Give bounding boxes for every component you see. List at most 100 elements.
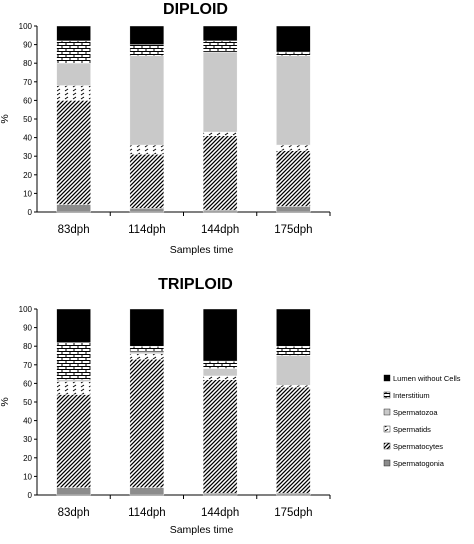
y-tick-label: 70 <box>23 361 32 370</box>
y-tick-label: 20 <box>23 171 32 180</box>
bar-segment-lumen-without-cells <box>276 308 311 347</box>
y-tick-label: 30 <box>23 152 32 161</box>
bar-segment-spermatids <box>56 381 91 395</box>
y-tick-label: 20 <box>23 454 32 463</box>
bar-segment-spermatids <box>202 131 238 136</box>
y-tick-label: 80 <box>23 342 32 351</box>
chart-diploid: DIPLOID 0 10 20 30 40 50 60 70 80 90 100% 83dph 114dp… <box>0 1 331 256</box>
bar-segment-spermatogonia <box>129 208 165 213</box>
legend-swatch-interstitium <box>383 391 391 399</box>
y-tick-label: 40 <box>23 134 32 143</box>
y-tick-label: 0 <box>28 208 33 217</box>
bar-segment-lumen-without-cells <box>56 308 91 343</box>
y-tick-label: 50 <box>23 115 32 124</box>
bar-segment-spermatozoa <box>202 368 238 377</box>
y-tick-label: 60 <box>23 379 32 388</box>
bar-segment-spermatozoa <box>202 51 238 133</box>
x-axis-label: Samples time <box>170 244 234 256</box>
bar-segment-interstitium <box>202 40 238 53</box>
legend: Lumen without Cells Interstitium Spermatoz… <box>383 374 461 468</box>
bar-segment-spermatogonia <box>276 492 311 496</box>
bar-segment-spermatocytes <box>276 150 311 207</box>
bar-segment-spermatocytes <box>202 379 238 494</box>
bar-segment-spermatozoa <box>276 55 311 146</box>
bar-segment-lumen-without-cells <box>202 25 238 42</box>
bar-segment-spermatozoa <box>129 351 165 354</box>
x-axis-label: Samples time <box>170 524 234 536</box>
bar-segment-spermatogonia <box>56 487 91 496</box>
y-tick-label: 70 <box>23 78 32 87</box>
bar-segment-spermatozoa <box>129 55 165 146</box>
bar-segment-lumen-without-cells <box>202 308 238 362</box>
chart-triploid: TRIPLOID 0 10 20 30 40 50 60 70 80 90 100% 83dph 114d… <box>0 276 331 536</box>
bar-segment-spermatozoa <box>56 63 91 86</box>
bar-segment-spermatids <box>202 375 238 380</box>
bar-segment-lumen-without-cells <box>56 25 91 42</box>
y-tick-label: 80 <box>23 59 32 68</box>
bar-segment-spermatogonia <box>276 206 311 213</box>
bar-segment-spermatogonia <box>202 209 238 213</box>
bar-segment-spermatocytes <box>202 135 238 211</box>
bar-segment-interstitium <box>56 40 91 64</box>
legend-label-spermatocytes: Spermatocytes <box>393 442 443 451</box>
bar-segment-spermatocytes <box>276 386 311 494</box>
y-tick-label: 90 <box>23 324 32 333</box>
y-tick-label: 100 <box>19 22 33 31</box>
x-tick-label: 114dph <box>128 507 166 519</box>
bar-segment-spermatocytes <box>56 100 91 205</box>
x-tick-label: 83dph <box>58 224 90 236</box>
legend-swatch-spermatids <box>383 425 391 433</box>
y-tick-label: 10 <box>23 472 32 481</box>
y-tick-label: 60 <box>23 96 32 105</box>
y-tick-label: 30 <box>23 435 32 444</box>
y-tick-label: 90 <box>23 41 32 50</box>
legend-label-spermatids: Spermatids <box>393 425 431 434</box>
legend-swatch-spermatocytes <box>383 442 391 450</box>
chart-title: TRIPLOID <box>158 276 233 293</box>
legend-label-spermatogonia: Spermatogonia <box>393 459 445 468</box>
bar-segment-spermatocytes <box>56 394 91 488</box>
x-tick-label: 144dph <box>201 507 239 519</box>
bar-segment-interstitium <box>129 44 165 56</box>
y-axis-label: % <box>0 114 11 123</box>
x-tick-label: 144dph <box>201 224 239 236</box>
legend-label-interstitium: Interstitium <box>393 391 430 400</box>
x-tick-label: 175dph <box>274 224 312 236</box>
x-tick-label: 114dph <box>128 224 166 236</box>
y-axis-label: % <box>0 397 11 406</box>
bar-segment-spermatogonia <box>129 487 165 496</box>
y-tick-label: 50 <box>23 398 32 407</box>
bar-segment-spermatogonia <box>56 204 91 213</box>
bar-segment-spermatogonia <box>202 492 238 496</box>
bar-segment-interstitium <box>56 342 91 380</box>
bar-segment-interstitium <box>129 346 165 352</box>
bar-segment-spermatids <box>129 144 165 155</box>
y-tick-label: 100 <box>19 305 33 314</box>
bar-segment-spermatids <box>129 353 165 360</box>
bar-segment-spermatozoa <box>56 379 91 382</box>
bar-segment-lumen-without-cells <box>129 25 165 45</box>
bar-segment-spermatocytes <box>129 359 165 488</box>
x-tick-label: 175dph <box>274 507 312 519</box>
bar-segment-spermatids <box>276 385 311 388</box>
bar-segment-spermatozoa <box>276 355 311 386</box>
bar-segment-lumen-without-cells <box>129 308 165 347</box>
y-tick-label: 10 <box>23 189 32 198</box>
bar-segment-spermatocytes <box>129 154 165 209</box>
legend-label-spermatozoa: Spermatozoa <box>393 408 438 417</box>
legend-swatch-spermatozoa <box>383 408 391 416</box>
bar-segment-interstitium <box>276 346 311 356</box>
y-tick-label: 0 <box>28 491 33 500</box>
y-tick-label: 40 <box>23 417 32 426</box>
bar-segment-lumen-without-cells <box>276 25 311 53</box>
bar-segment-interstitium <box>276 51 311 56</box>
legend-swatch-spermatogonia <box>383 459 391 467</box>
bar-segment-spermatids <box>56 85 91 101</box>
legend-swatch-lumen-without-cells <box>383 374 391 382</box>
x-tick-label: 83dph <box>58 507 90 519</box>
bar-segment-interstitium <box>202 360 238 369</box>
legend-label-lumen-without-cells: Lumen without Cells <box>393 374 461 383</box>
chart-title: DIPLOID <box>163 1 228 18</box>
